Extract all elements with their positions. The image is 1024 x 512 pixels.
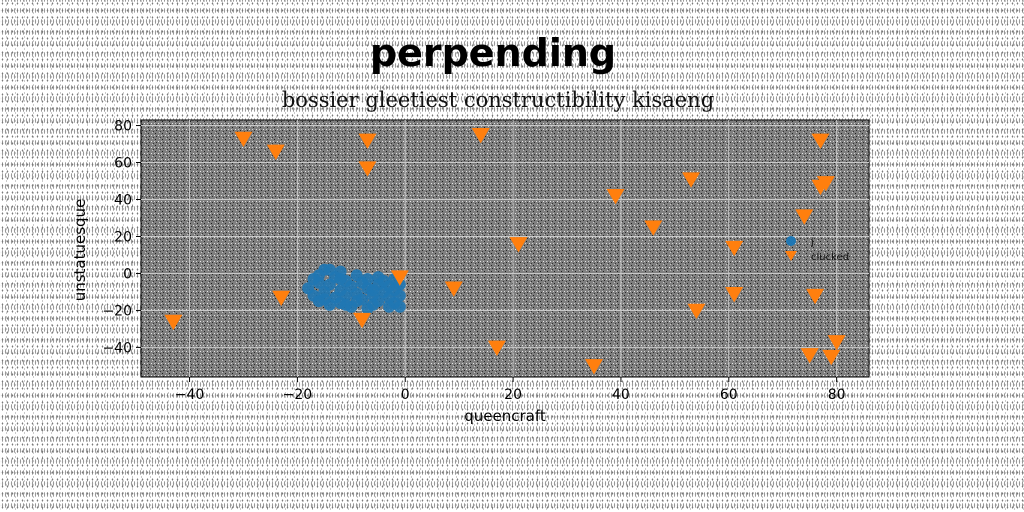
- data-point: [509, 237, 528, 253]
- data-point: [390, 270, 409, 286]
- y-tick-label: 20: [114, 229, 132, 245]
- y-tick-label: 80: [114, 119, 132, 135]
- data-point: [393, 300, 406, 313]
- data-point: [339, 298, 352, 311]
- x-tick-label: 0: [401, 387, 410, 403]
- data-point: [471, 128, 490, 144]
- x-tick-label: 20: [504, 387, 522, 403]
- data-point: [806, 288, 825, 305]
- data-series: [164, 128, 846, 375]
- data-point: [487, 340, 506, 356]
- data-point: [393, 289, 406, 302]
- y-tick-label: 60: [114, 156, 132, 172]
- data-point: [334, 273, 347, 286]
- data-point: [358, 161, 377, 177]
- data-point: [822, 349, 841, 366]
- plot-area: [140, 119, 870, 378]
- y-tick-label: −40: [102, 340, 132, 356]
- data-point: [366, 284, 379, 297]
- legend-label-clucked: clucked: [811, 252, 849, 263]
- data-point: [811, 133, 830, 149]
- x-axis-label: queencraft: [464, 407, 546, 425]
- chart-title: perpending: [370, 31, 616, 75]
- y-axis-label: unstatuesque: [71, 199, 89, 302]
- data-point: [795, 209, 814, 225]
- data-point: [682, 172, 701, 188]
- data-point: [372, 295, 385, 308]
- data-point: [725, 240, 744, 257]
- data-point: [356, 293, 369, 306]
- data-point: [383, 300, 396, 313]
- data-point: [307, 273, 320, 286]
- data-point: [800, 348, 819, 364]
- data-point: [272, 290, 291, 307]
- x-tick-label: −20: [283, 387, 313, 403]
- data-point: [266, 144, 285, 160]
- data-point: [606, 189, 625, 205]
- gridlines: [141, 120, 869, 377]
- data-point: [361, 273, 374, 286]
- axis-ticks: −40 −20 0 20 40 60 80 −40 −20 0 20 40 60 80: [102, 119, 845, 403]
- x-tick-label: 80: [828, 387, 846, 403]
- x-tick-label: −40: [175, 387, 205, 403]
- chart-subtitle: bossier gleetiest constructibility kisae…: [282, 88, 714, 112]
- data-point: [318, 293, 331, 306]
- data-point: [358, 133, 377, 149]
- legend-marker-clucked: [785, 251, 797, 261]
- legend: j clucked: [785, 236, 849, 263]
- data-point: [584, 359, 603, 375]
- y-tick-label: −20: [102, 303, 132, 319]
- y-tick-label: 40: [114, 193, 132, 209]
- data-point: [339, 289, 352, 302]
- series-j: [302, 263, 406, 315]
- data-point: [644, 220, 663, 236]
- data-point: [234, 131, 253, 148]
- legend-label-j: j: [810, 237, 814, 248]
- series-clucked: [164, 128, 846, 375]
- y-tick-label: 0: [123, 266, 132, 282]
- data-point: [687, 303, 706, 319]
- data-point: [816, 176, 835, 192]
- data-point: [361, 302, 374, 315]
- data-point: [164, 314, 183, 331]
- x-tick-label: 60: [720, 387, 738, 403]
- data-point: [353, 312, 372, 329]
- x-tick-label: 40: [612, 387, 630, 403]
- data-point: [323, 263, 336, 276]
- legend-marker-j: [786, 236, 796, 246]
- data-point: [444, 281, 463, 297]
- data-point: [827, 335, 846, 351]
- data-point: [725, 287, 744, 303]
